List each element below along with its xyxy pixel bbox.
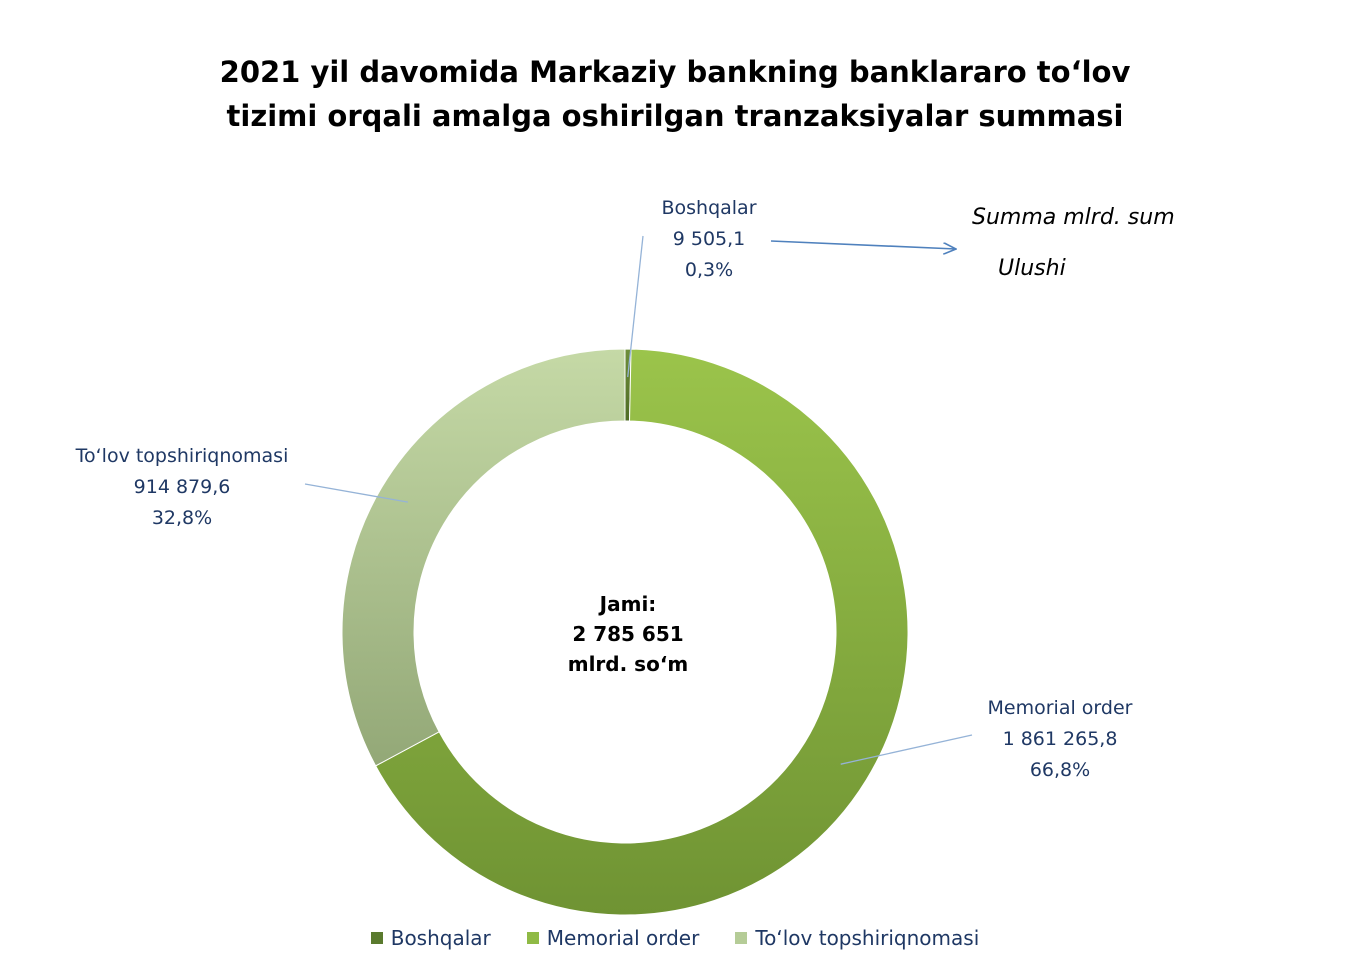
donut-slice-memorial-order [374,348,909,916]
legend-swatch [735,932,748,944]
center-total-value: 2 785 651 [572,622,683,646]
center-total-label: Jami: [598,592,657,616]
chart-title: 2021 yil davomida Markaziy bankning bank… [0,50,1350,138]
leader-line-boshqalar [627,235,644,378]
slice-share-label: 66,8% [1030,759,1090,781]
legend-item-boshqalar: Boshqalar [370,926,491,950]
share-hint-note: Ulushi [998,256,1066,281]
donut-slice-to-lov-topshiriqnomasi [341,348,626,767]
slice-share-label: 32,8% [152,507,212,529]
leader-lines [304,235,973,765]
legend-label: Memorial order [546,926,700,950]
center-total-unit: mlrd. so‘m [568,652,689,676]
slice-share-label: 0,3% [685,259,733,281]
leader-line-memorial-order [840,734,973,765]
chart-legend: Boshqalar Memorial order To‘lov topshiri… [0,926,1350,950]
slice-name-label: Boshqalar [661,197,756,219]
slice-value-label: 1 861 265,8 [1003,728,1118,750]
slice-labels: Boshqalar 9 505,1 0,3% Memorial order 1 861 … [75,197,1133,781]
donut-slices [341,348,909,916]
slice-value-label: 914 879,6 [134,476,231,498]
chart-title-line-1: 2021 yil davomida Markaziy bankning bank… [219,55,1131,89]
value-hint-note: Summa mlrd. sum [972,205,1175,230]
slice-name-label: To‘lov topshiriqnomasi [75,445,289,467]
legend-item-tolov-topshiriqnomasi: To‘lov topshiriqnomasi [735,926,979,950]
slice-name-label: Memorial order [988,697,1133,719]
legend-label: To‘lov topshiriqnomasi [755,926,980,950]
leader-line-to-lov-topshiriqnomasi [304,483,408,503]
legend-label: Boshqalar [390,926,491,950]
slice-value-label: 9 505,1 [673,228,746,250]
chart-title-line-2: tizimi orqali amalga oshirilgan tranzaks… [226,99,1124,133]
legend-swatch [526,932,539,944]
legend-item-memorial-order: Memorial order [526,926,700,950]
legend-swatch [370,932,383,944]
annotation-arrow [770,240,956,249]
